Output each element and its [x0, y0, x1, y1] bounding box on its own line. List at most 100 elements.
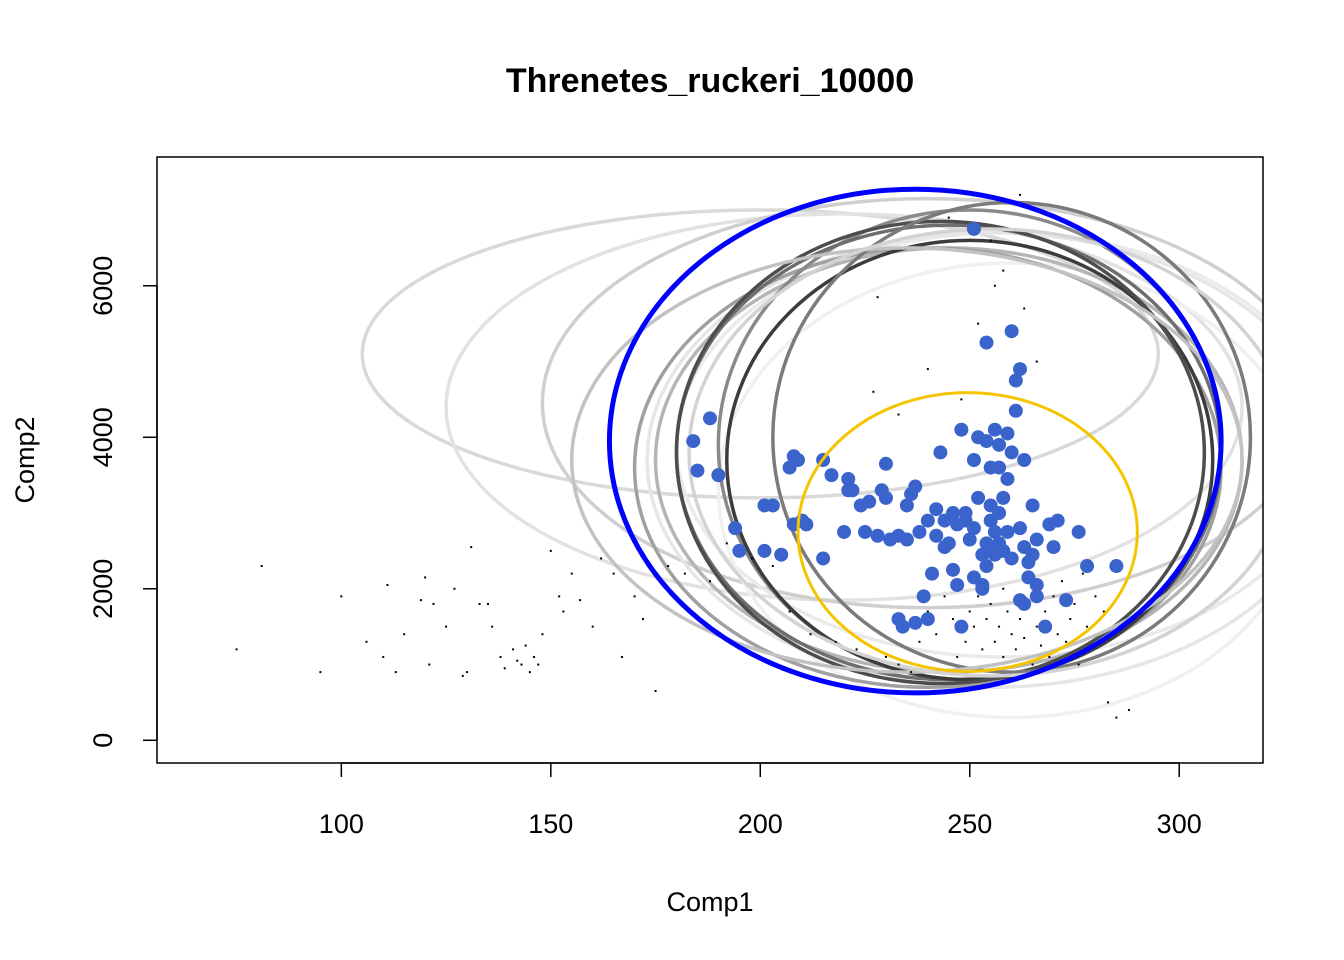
- background-dot: [1031, 663, 1034, 666]
- data-point: [799, 517, 814, 532]
- background-dot: [910, 671, 913, 674]
- background-dot: [424, 576, 427, 579]
- background-dot: [1006, 610, 1009, 613]
- grey-ellipse-2: [540, 196, 1263, 610]
- background-dot: [528, 671, 531, 674]
- background-dot: [993, 640, 996, 643]
- data-point: [987, 422, 1002, 437]
- data-point: [945, 562, 960, 577]
- x-axis-label: Comp1: [666, 887, 753, 917]
- data-point: [1004, 551, 1019, 566]
- data-point: [912, 524, 927, 539]
- data-point: [728, 521, 743, 536]
- y-tick-label: 6000: [88, 256, 118, 316]
- grey-ellipse-5: [716, 261, 1263, 720]
- data-point: [1004, 445, 1019, 460]
- data-point: [996, 490, 1011, 505]
- main-ellipse: [606, 186, 1224, 696]
- x-tick-label: 250: [947, 809, 992, 839]
- data-point: [992, 460, 1007, 475]
- grey-ellipse-4: [645, 231, 1263, 689]
- grey-ellipse-1: [444, 212, 1244, 602]
- data-point: [966, 221, 981, 236]
- background-dot: [1039, 644, 1042, 647]
- data-point: [858, 524, 873, 539]
- background-dot: [951, 618, 954, 621]
- background-dot: [1035, 360, 1038, 363]
- data-point: [1046, 540, 1061, 555]
- background-dot: [1023, 637, 1026, 640]
- background-dot: [926, 368, 929, 371]
- data-point: [908, 479, 923, 494]
- data-point: [1080, 559, 1095, 574]
- background-dot: [403, 633, 406, 636]
- y-tick-label: 0: [88, 733, 118, 748]
- data-point: [945, 506, 960, 521]
- background-dots: [235, 193, 1130, 719]
- background-dot: [533, 655, 536, 658]
- background-dot: [876, 296, 879, 299]
- data-point: [1013, 521, 1028, 536]
- data-point: [1004, 324, 1019, 339]
- data-point: [1071, 524, 1086, 539]
- background-dot: [989, 239, 992, 242]
- background-dot: [1010, 633, 1013, 636]
- background-dot: [897, 663, 900, 666]
- background-dot: [654, 690, 657, 693]
- data-point: [1029, 589, 1044, 604]
- data-point: [899, 498, 914, 513]
- background-dot: [960, 398, 963, 401]
- background-dot: [591, 625, 594, 628]
- data-point: [979, 434, 994, 449]
- grey-ellipse-0: [360, 208, 1161, 500]
- main-ellipse-group: [606, 186, 1224, 696]
- data-point: [971, 490, 986, 505]
- background-dot: [466, 671, 469, 674]
- data-points: [686, 221, 1124, 634]
- background-dot: [1048, 655, 1051, 658]
- data-point: [790, 453, 805, 467]
- data-point: [925, 566, 940, 581]
- data-point: [992, 506, 1007, 521]
- data-point: [966, 521, 981, 536]
- background-dot: [394, 671, 397, 674]
- data-point: [1008, 373, 1023, 388]
- data-point: [711, 468, 726, 483]
- background-dot: [516, 659, 519, 662]
- x-tick-label: 200: [738, 809, 783, 839]
- background-dot: [570, 572, 573, 575]
- background-dot: [884, 655, 887, 658]
- background-dot: [956, 655, 959, 658]
- background-dot: [453, 587, 456, 590]
- data-point: [837, 524, 852, 539]
- data-point: [732, 543, 747, 558]
- background-dot: [512, 648, 515, 651]
- background-dot: [977, 322, 980, 325]
- data-point: [765, 498, 780, 513]
- grey-ellipses: [360, 196, 1263, 720]
- background-dot: [855, 648, 858, 651]
- background-dot: [445, 625, 448, 628]
- data-point: [1038, 619, 1053, 634]
- background-dot: [537, 663, 540, 666]
- background-dot: [1127, 708, 1130, 711]
- background-dot: [503, 667, 506, 670]
- background-dot: [470, 546, 473, 549]
- background-dot: [993, 284, 996, 287]
- data-point: [1013, 362, 1028, 377]
- x-tick-label: 300: [1157, 809, 1202, 839]
- x-tick-label: 100: [319, 809, 364, 839]
- yellow-ellipse: [796, 391, 1139, 673]
- plot-area: [235, 186, 1263, 720]
- background-dot: [1106, 701, 1109, 704]
- data-point: [979, 559, 994, 574]
- background-dot: [319, 671, 322, 674]
- background-dot: [709, 580, 711, 583]
- data-point: [1017, 596, 1032, 611]
- grey-ellipse-14: [687, 227, 1263, 678]
- x-tick-label: 150: [528, 809, 573, 839]
- grey-ellipse-10: [725, 238, 1215, 682]
- background-dot: [600, 557, 603, 560]
- yellow-ellipse-group: [796, 391, 1139, 673]
